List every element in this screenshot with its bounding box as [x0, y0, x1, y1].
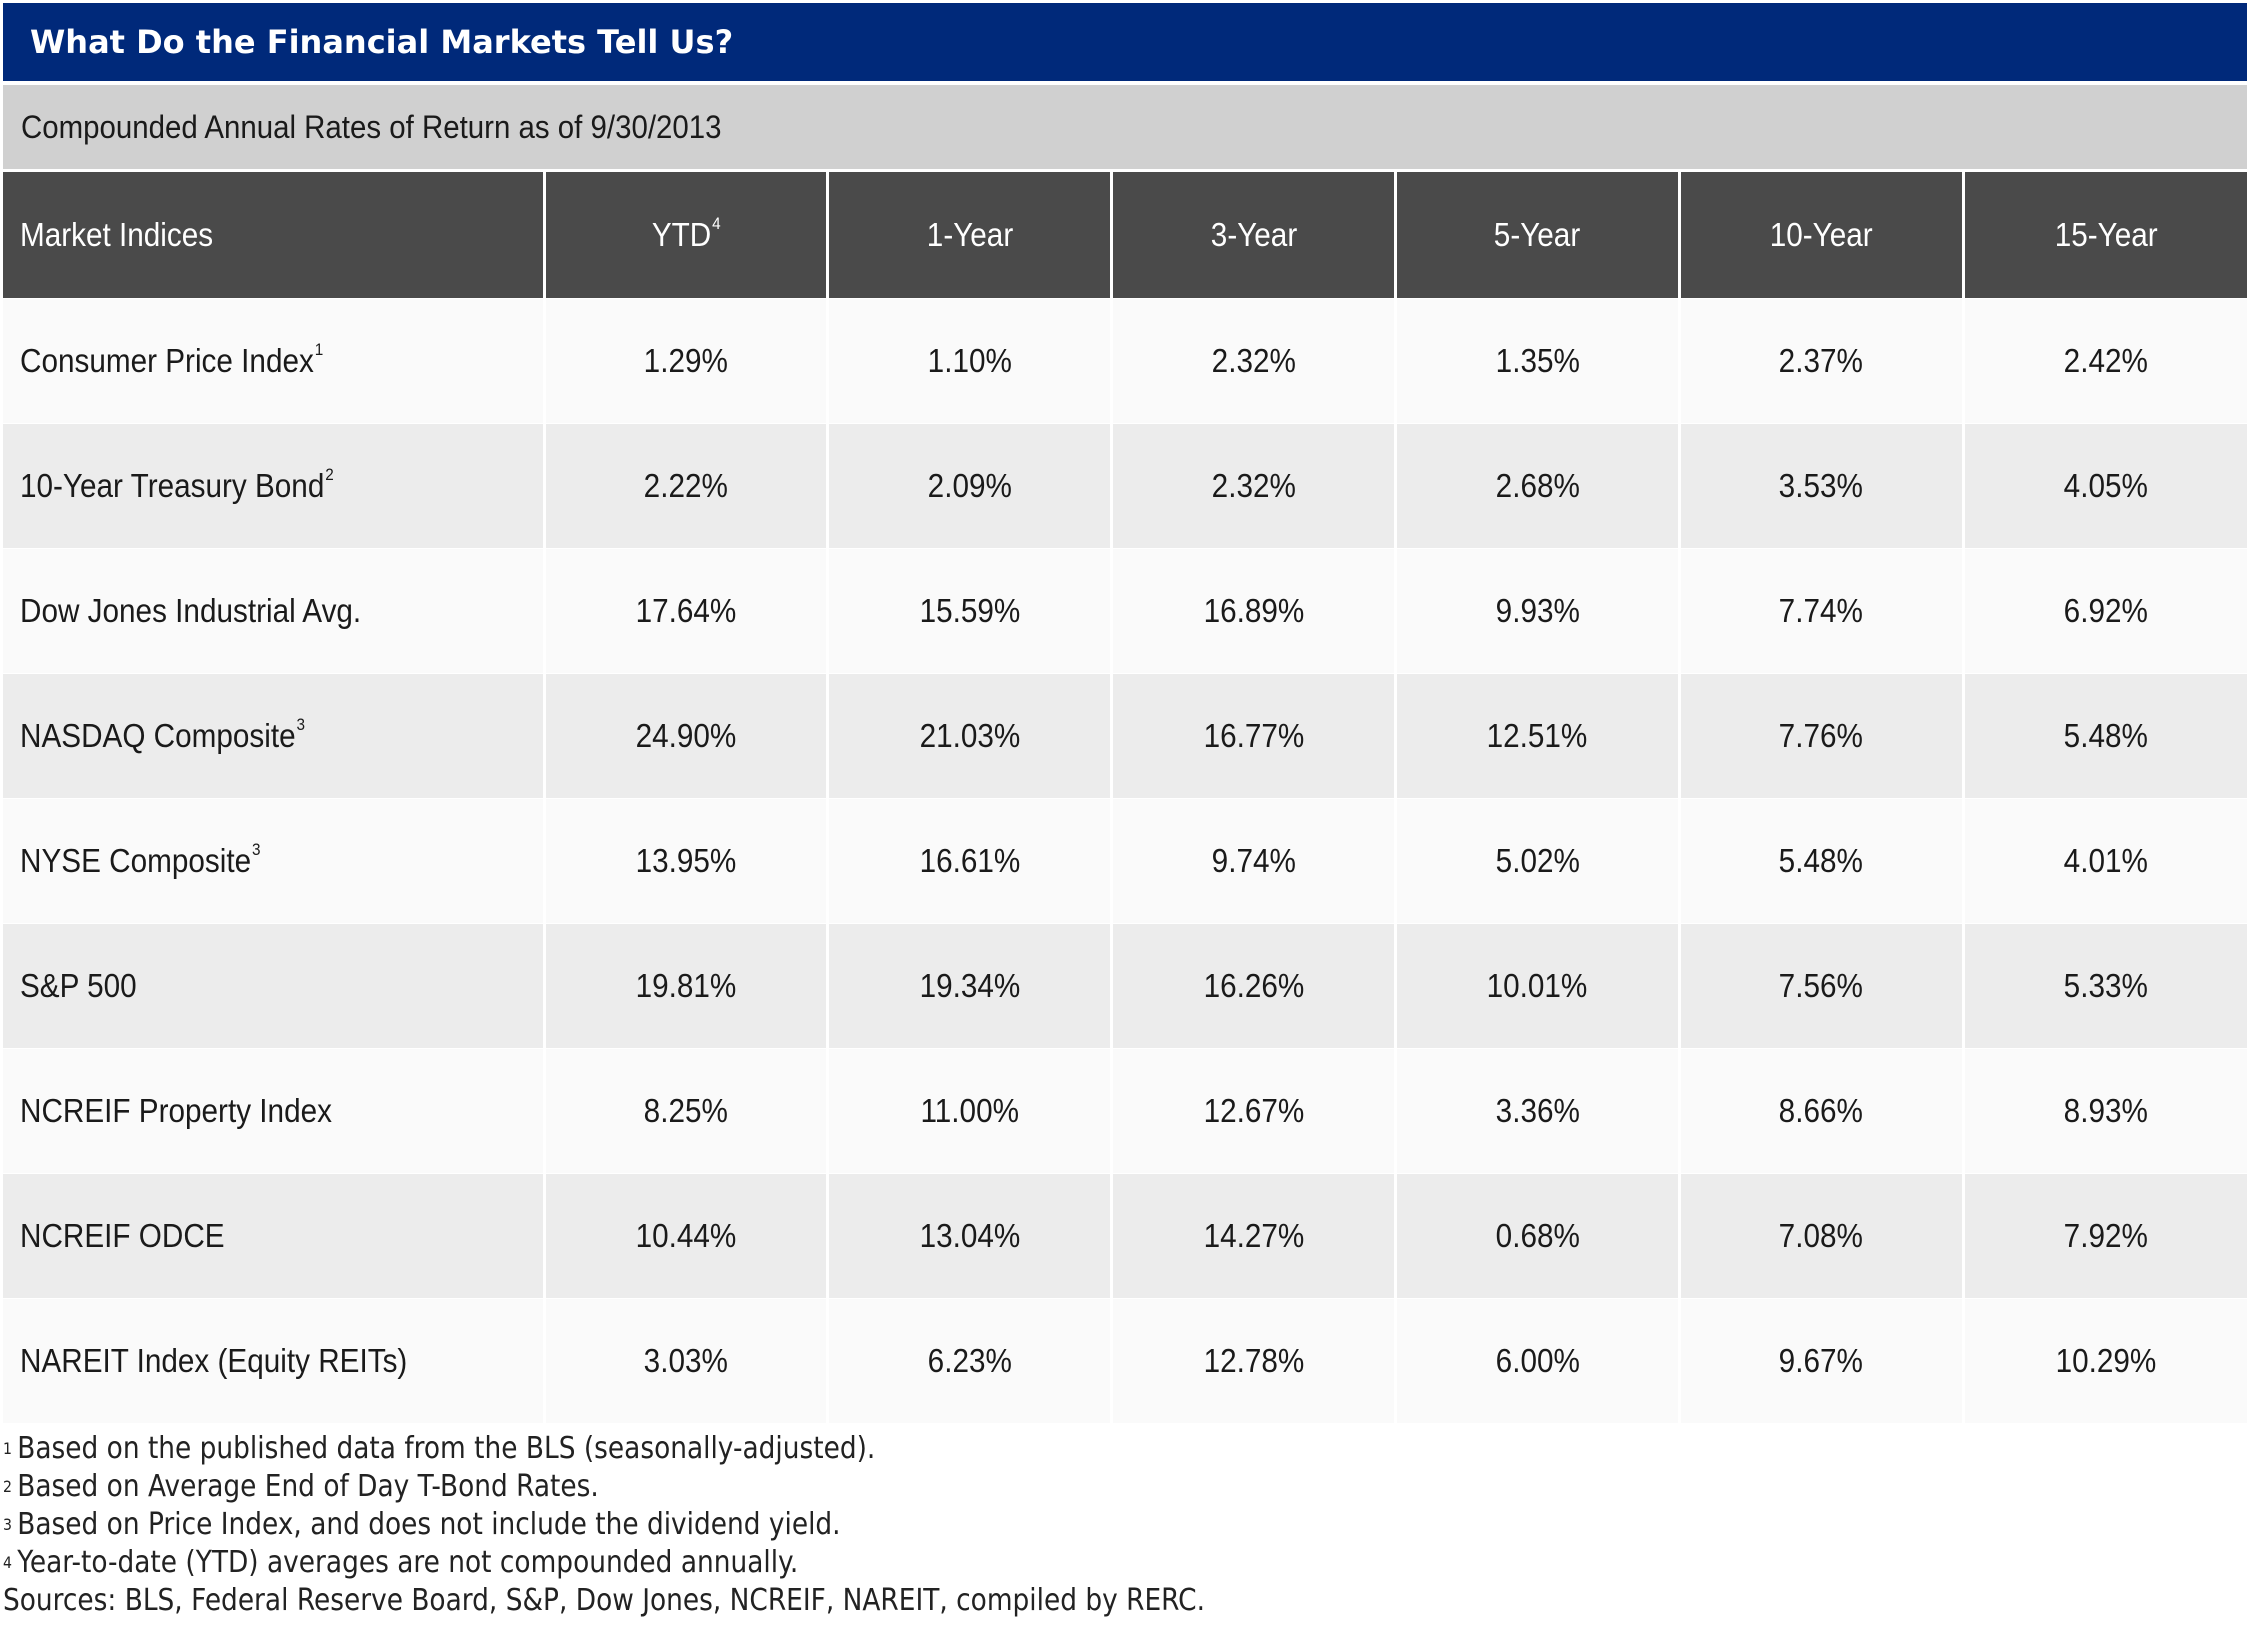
return-value-cell: 2.22% — [542, 423, 828, 549]
table-row: NCREIF Property Index 8.25% 11.00% 12.67% 3.… — [3, 1048, 2247, 1174]
return-value-cell: 15.59% — [826, 548, 1112, 674]
return-value-cell: 21.03% — [826, 673, 1112, 799]
return-value-cell: 8.66% — [1677, 1048, 1964, 1174]
return-value-cell: 6.23% — [826, 1298, 1112, 1423]
return-value-cell: 2.68% — [1393, 423, 1680, 549]
return-value-cell: 3.03% — [542, 1298, 828, 1423]
return-value-cell: 10.29% — [1961, 1298, 2247, 1423]
return-value-cell: 1.29% — [542, 298, 828, 424]
header-market-indices: Market Indices — [3, 172, 545, 299]
return-value-cell: 7.56% — [1677, 923, 1964, 1049]
return-value-cell: 16.26% — [1110, 923, 1396, 1049]
table-body: Consumer Price Index1 1.29% 1.10% 2.32% 1.35… — [3, 298, 2247, 1423]
table-row: NYSE Composite3 13.95% 16.61% 9.74% 5.02% 5.4… — [3, 798, 2247, 924]
return-value-cell: 11.00% — [826, 1048, 1112, 1174]
return-value-cell: 2.32% — [1110, 423, 1396, 549]
return-value-cell: 7.76% — [1677, 673, 1964, 799]
table-row: S&P 500 19.81% 19.34% 16.26% 10.01% 7.56% 5.33… — [3, 923, 2247, 1049]
header-ytd: YTD4 — [542, 172, 828, 299]
footnote-marker: 3 — [296, 715, 306, 734]
index-name-cell: NCREIF ODCE — [3, 1173, 545, 1299]
return-value-cell: 4.05% — [1961, 423, 2247, 549]
header-1-year: 1-Year — [826, 172, 1112, 299]
return-value-cell: 12.51% — [1393, 673, 1680, 799]
return-value-cell: 8.25% — [542, 1048, 828, 1174]
footnote-marker: 1 — [314, 340, 324, 359]
footnote-marker: 2 — [325, 465, 334, 484]
index-name-cell: NAREIT Index (Equity REITs) — [3, 1298, 545, 1423]
return-value-cell: 9.93% — [1393, 548, 1680, 674]
table-row: NASDAQ Composite3 24.90% 21.03% 16.77% 12.51… — [3, 673, 2247, 799]
return-value-cell: 10.01% — [1393, 923, 1680, 1049]
returns-table: Market Indices YTD4 1-Year 3-Year 5-Year… — [3, 172, 2247, 1423]
table-row: Dow Jones Industrial Avg. 17.64% 15.59% 16.… — [3, 548, 2247, 674]
sources-note: Sources: BLS, Federal Reserve Board, S&P… — [3, 1583, 1206, 1618]
header-3-year: 3-Year — [1110, 172, 1396, 299]
index-name-cell: Dow Jones Industrial Avg. — [3, 548, 545, 674]
return-value-cell: 2.32% — [1110, 298, 1396, 424]
return-value-cell: 3.53% — [1677, 423, 1964, 549]
footnote-4: 4 Year-to-date (YTD) averages are not com… — [3, 1545, 799, 1580]
return-value-cell: 2.09% — [826, 423, 1112, 549]
table-subtitle: Compounded Annual Rates of Return as of … — [21, 109, 722, 145]
footnote-marker: 4 — [711, 214, 721, 233]
page-title: What Do the Financial Markets Tell Us? — [30, 23, 734, 61]
index-name-cell: S&P 500 — [3, 923, 545, 1049]
return-value-cell: 1.10% — [826, 298, 1112, 424]
header-10-year: 10-Year — [1677, 172, 1964, 299]
return-value-cell: 12.67% — [1110, 1048, 1396, 1174]
return-value-cell: 6.92% — [1961, 548, 2247, 674]
return-value-cell: 8.93% — [1961, 1048, 2247, 1174]
footnote-1: 1 Based on the published data from the BL… — [3, 1431, 876, 1466]
return-value-cell: 3.36% — [1393, 1048, 1680, 1174]
return-value-cell: 19.81% — [542, 923, 828, 1049]
table-row: 10-Year Treasury Bond2 2.22% 2.09% 2.32% 2.6… — [3, 423, 2247, 549]
return-value-cell: 5.33% — [1961, 923, 2247, 1049]
index-name-cell: NCREIF Property Index — [3, 1048, 545, 1174]
table-row: NCREIF ODCE 10.44% 13.04% 14.27% 0.68% 7.08% 7… — [3, 1173, 2247, 1299]
table-row: NAREIT Index (Equity REITs) 3.03% 6.23% 12.… — [3, 1298, 2247, 1423]
index-name-cell: Consumer Price Index1 — [3, 298, 545, 424]
return-value-cell: 0.68% — [1393, 1173, 1680, 1299]
return-value-cell: 5.48% — [1961, 673, 2247, 799]
table-row: Consumer Price Index1 1.29% 1.10% 2.32% 1.35… — [3, 298, 2247, 424]
footnote-3: 3 Based on Price Index, and does not incl… — [3, 1507, 841, 1542]
return-value-cell: 5.02% — [1393, 798, 1680, 924]
return-value-cell: 17.64% — [542, 548, 828, 674]
header-5-year: 5-Year — [1393, 172, 1680, 299]
return-value-cell: 1.35% — [1393, 298, 1680, 424]
return-value-cell: 7.92% — [1961, 1173, 2247, 1299]
index-name-cell: 10-Year Treasury Bond2 — [3, 423, 545, 549]
index-name-cell: NYSE Composite3 — [3, 798, 545, 924]
return-value-cell: 7.74% — [1677, 548, 1964, 674]
return-value-cell: 19.34% — [826, 923, 1112, 1049]
return-value-cell: 13.04% — [826, 1173, 1112, 1299]
return-value-cell: 14.27% — [1110, 1173, 1396, 1299]
return-value-cell: 16.61% — [826, 798, 1112, 924]
header-15-year: 15-Year — [1961, 172, 2247, 299]
index-name-cell: NASDAQ Composite3 — [3, 673, 545, 799]
return-value-cell: 9.74% — [1110, 798, 1396, 924]
return-value-cell: 9.67% — [1677, 1298, 1964, 1423]
return-value-cell: 4.01% — [1961, 798, 2247, 924]
subtitle-bar: Compounded Annual Rates of Return as of … — [3, 85, 2247, 169]
return-value-cell: 7.08% — [1677, 1173, 1964, 1299]
footnotes: 1 Based on the published data from the BL… — [3, 1430, 1369, 1620]
title-bar: What Do the Financial Markets Tell Us? — [3, 3, 2247, 83]
return-value-cell: 13.95% — [542, 798, 828, 924]
header-row: Market Indices YTD4 1-Year 3-Year 5-Year… — [3, 172, 2247, 299]
return-value-cell: 16.89% — [1110, 548, 1396, 674]
return-value-cell: 16.77% — [1110, 673, 1396, 799]
return-value-cell: 2.37% — [1677, 298, 1964, 424]
return-value-cell: 24.90% — [542, 673, 828, 799]
return-value-cell: 10.44% — [542, 1173, 828, 1299]
return-value-cell: 12.78% — [1110, 1298, 1396, 1423]
return-value-cell: 2.42% — [1961, 298, 2247, 424]
return-value-cell: 6.00% — [1393, 1298, 1680, 1423]
return-value-cell: 5.48% — [1677, 798, 1964, 924]
footnote-marker: 3 — [251, 840, 261, 859]
footnote-2: 2 Based on Average End of Day T-Bond Rate… — [3, 1469, 599, 1504]
